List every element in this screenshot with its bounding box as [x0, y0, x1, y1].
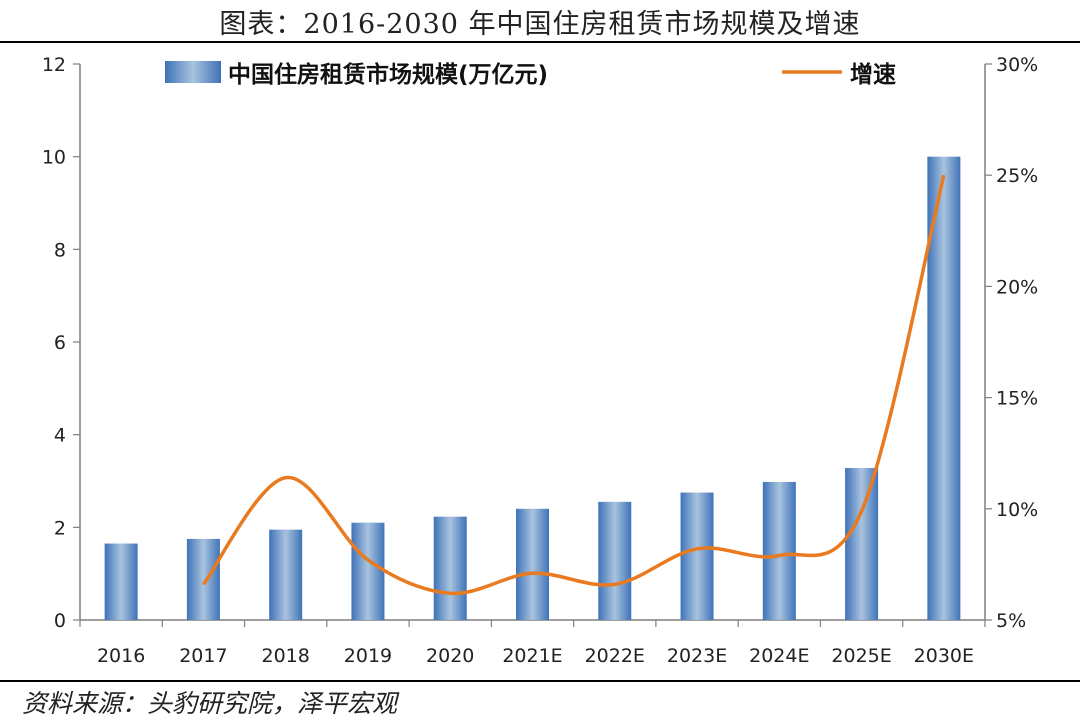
x-tick-label: 2021E [502, 645, 562, 667]
x-tick-label: 2022E [585, 645, 645, 667]
bar [186, 538, 220, 620]
legend: 中国住房租赁市场规模(万亿元) 增速 [165, 61, 896, 88]
x-tick-label: 2030E [914, 645, 974, 667]
x-tick-label: 2018 [262, 645, 310, 667]
bar [104, 543, 138, 620]
right-tick-label: 15% [996, 388, 1038, 410]
bar-series [104, 156, 961, 620]
right-tick-label: 10% [996, 499, 1038, 521]
x-tick-label: 2025E [831, 645, 891, 667]
growth-line [202, 174, 946, 596]
bar [598, 501, 632, 620]
right-tick-label: 25% [996, 165, 1038, 187]
legend-bar-swatch [165, 61, 221, 83]
left-tick-label: 4 [54, 425, 66, 447]
left-tick-label: 6 [54, 332, 66, 354]
bar [762, 481, 796, 620]
left-tick-label: 10 [42, 147, 66, 169]
right-axis-ticks: 5% 10% 15% 20% 25% 30% [985, 54, 1038, 632]
bar [351, 522, 385, 620]
x-axis-ticks: 2016 2017 2018 2019 2020 2021E 2022E 2023E 2024E… [97, 645, 974, 667]
chart-canvas: 2016 2017 2018 2019 2020 2021E 2022E 2023E 2024E… [42, 54, 1038, 667]
bar [680, 492, 714, 620]
left-axis-ticks: 0 2 4 6 8 10 12 [42, 54, 80, 632]
left-tick-label: 2 [54, 517, 66, 539]
left-tick-label: 12 [42, 54, 66, 76]
x-tick-label: 2017 [179, 645, 227, 667]
x-tick-label: 2019 [344, 645, 392, 667]
right-tick-label: 20% [996, 276, 1038, 298]
right-tick-label: 5% [996, 610, 1026, 632]
left-tick-label: 0 [54, 610, 66, 632]
chart-title: 图表：2016-2030 年中国住房租赁市场规模及增速 [219, 9, 861, 40]
bar [269, 529, 303, 620]
x-tick-label: 2023E [667, 645, 727, 667]
top-rule [0, 41, 1080, 43]
source-note: 资料来源：头豹研究院，泽平宏观 [22, 689, 398, 718]
left-tick-label: 8 [54, 239, 66, 261]
line-series [202, 174, 946, 596]
legend-bar-label: 中国住房租赁市场规模(万亿元) [228, 61, 548, 88]
x-tick-label: 2020 [426, 645, 474, 667]
bar [845, 468, 879, 620]
bar [516, 508, 549, 620]
right-tick-label: 30% [996, 54, 1038, 76]
x-tick-label: 2016 [97, 645, 145, 667]
legend-line-label: 增速 [850, 61, 896, 88]
bar [433, 516, 467, 620]
x-tick-label: 2024E [749, 645, 809, 667]
bar [927, 156, 961, 620]
bottom-rule [0, 680, 1080, 682]
